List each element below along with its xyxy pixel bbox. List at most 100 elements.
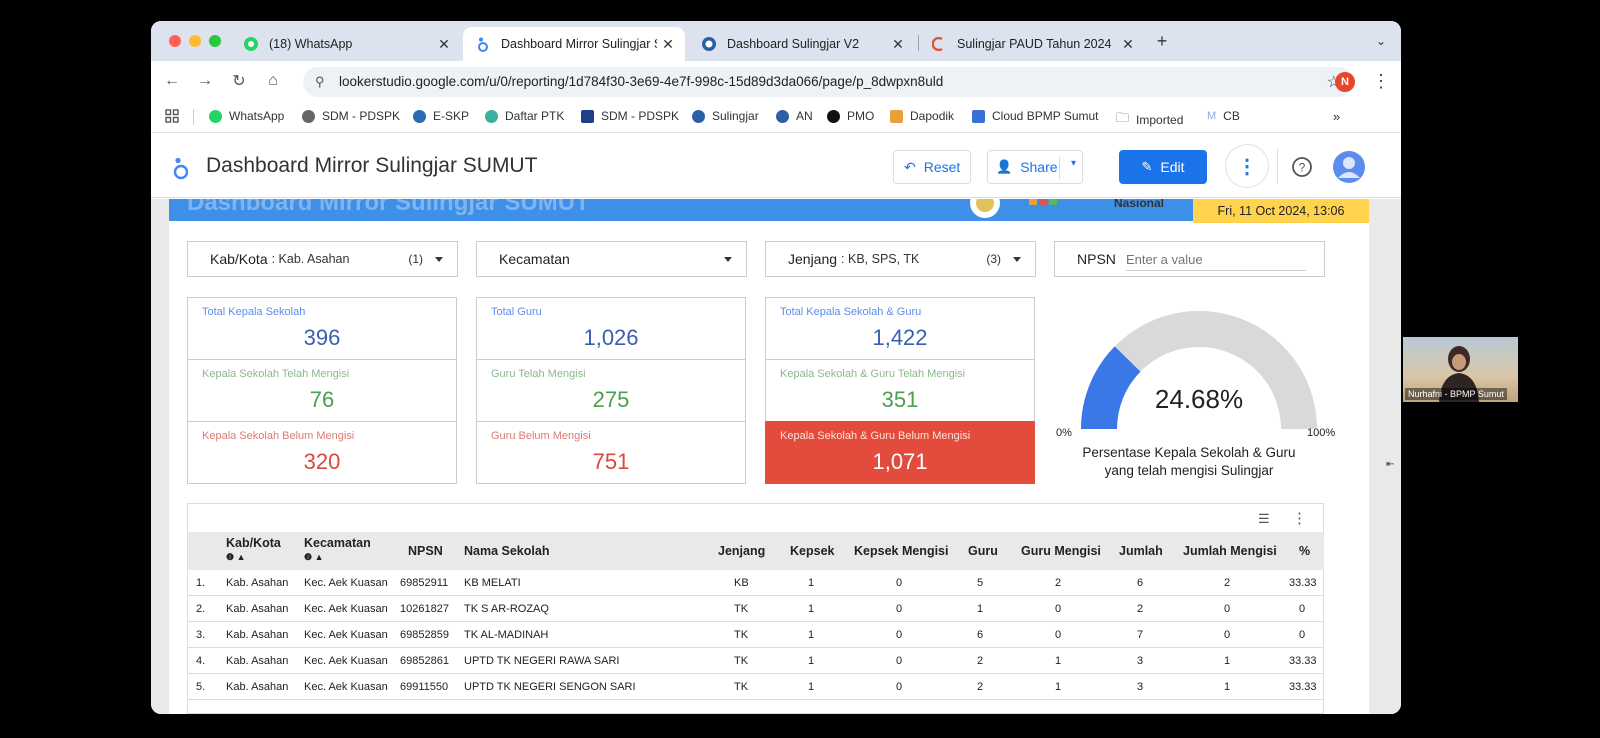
person-silhouette-icon: [1439, 346, 1479, 402]
report-title[interactable]: Dashboard Mirror Sulingjar SUMUT: [206, 154, 538, 177]
help-icon[interactable]: ?: [1291, 156, 1313, 183]
table-more-icon[interactable]: ⋮: [1292, 510, 1307, 527]
col-header-npsn[interactable]: NPSN: [408, 544, 443, 558]
tab-whatsapp[interactable]: (18) WhatsApp ✕: [231, 27, 461, 61]
table-row[interactable]: 4. Kab. Asahan Kec. Aek Kuasan 69852861 …: [188, 648, 1324, 674]
address-bar[interactable]: ⚲ lookerstudio.google.com/u/0/reporting/…: [303, 67, 1353, 97]
bookmark-daftar-ptk[interactable]: Daftar PTK: [485, 109, 564, 123]
bookmark-sdm-pdspk-2[interactable]: SDM - PDSPK: [581, 109, 679, 123]
close-tab-icon[interactable]: ✕: [1122, 35, 1134, 52]
scorecard-all-mengisi: Kepala Sekolah & Guru Telah Mengisi 351: [765, 359, 1035, 422]
col-header-kecamatan[interactable]: Kecamatan: [304, 536, 371, 550]
add-person-icon: 👤: [996, 159, 1013, 174]
bookmark-e-skp[interactable]: E-SKP: [413, 109, 469, 123]
maximize-window-button[interactable]: [209, 35, 221, 47]
col-header-nama-sekolah[interactable]: Nama Sekolah: [464, 544, 550, 558]
looker-studio-logo-icon[interactable]: [173, 156, 189, 185]
reload-icon[interactable]: ↻: [232, 73, 246, 90]
filter-kabkota[interactable]: Kab/Kota : Kab. Asahan (1): [187, 241, 458, 277]
reset-button[interactable]: ↶ Reset: [893, 150, 971, 184]
tab-dashboard-mirror[interactable]: Dashboard Mirror Sulingjar SUMUT ✕: [463, 27, 685, 61]
col-header-jenjang[interactable]: Jenjang: [718, 544, 766, 558]
sort-asc-icon[interactable]: ❷ ▲: [304, 552, 324, 562]
gauge-value: 24.68%: [1154, 384, 1244, 414]
minimize-window-button[interactable]: [189, 35, 201, 47]
undo-icon: ↶: [904, 158, 916, 175]
globe-icon: [776, 109, 789, 123]
whatsapp-icon: [209, 109, 222, 123]
gauge-max-label: 100%: [1307, 427, 1336, 439]
dropdown-caret-icon: [724, 257, 732, 262]
col-header-guru[interactable]: Guru: [968, 544, 998, 558]
table-row[interactable]: 2. Kab. Asahan Kec. Aek Kuasan 10261827 …: [188, 596, 1324, 622]
scorecard-kepsek-belum: Kepala Sekolah Belum Mengisi 320: [187, 421, 457, 484]
bookmark-an[interactable]: AN: [776, 109, 813, 123]
bookmark-sdm-pdspk[interactable]: SDM - PDSPK: [302, 109, 400, 123]
forward-icon[interactable]: →: [197, 72, 213, 89]
col-header-kepsek[interactable]: Kepsek: [790, 544, 835, 558]
site-info-icon[interactable]: ⚲: [315, 74, 325, 89]
col-header-jumlah[interactable]: Jumlah: [1119, 544, 1163, 558]
sort-asc-icon[interactable]: ❶ ▲: [226, 552, 246, 562]
tut-wuri-logo-icon: [969, 199, 1001, 221]
scorecard-all-belum: Kepala Sekolah & Guru Belum Mengisi 1,07…: [765, 421, 1035, 484]
filter-icon[interactable]: ☰: [1258, 511, 1270, 526]
filter-kecamatan[interactable]: Kecamatan: [476, 241, 747, 277]
ptk-icon: [485, 109, 498, 123]
gauge-chart: 24.68% 0% 100% Persentase Kepala Sekolah…: [1049, 299, 1349, 499]
scorecard-kepsek-mengisi: Kepala Sekolah Telah Mengisi 76: [187, 359, 457, 422]
more-bookmarks-icon[interactable]: »: [1333, 109, 1341, 124]
more-options-icon[interactable]: ⋮: [1225, 144, 1269, 188]
col-header-jumlah-mengisi[interactable]: Jumlah Mengisi: [1183, 544, 1277, 558]
table-row[interactable]: 3. Kab. Asahan Kec. Aek Kuasan 69852859 …: [188, 622, 1324, 648]
share-button[interactable]: 👤 Share ▾: [987, 150, 1083, 184]
bookmark-whatsapp[interactable]: WhatsApp: [209, 109, 284, 123]
close-tab-icon[interactable]: ✕: [892, 35, 904, 52]
svg-text:?: ?: [1299, 161, 1306, 175]
scorecard-total-guru: Total Guru 1,026: [476, 297, 746, 360]
tab-strip: (18) WhatsApp ✕ Dashboard Mirror Sulingj…: [151, 21, 1401, 61]
tab-sulingjar-paud[interactable]: Sulingjar PAUD Tahun 2024 ✕: [919, 27, 1145, 61]
new-tab-icon[interactable]: +: [1156, 30, 1168, 51]
browser-menu-icon[interactable]: ⋮: [1372, 70, 1390, 91]
account-avatar-icon[interactable]: [1333, 151, 1365, 188]
scorecard-total-kepsek: Total Kepala Sekolah 396: [187, 297, 457, 360]
scorecard-guru-belum: Guru Belum Mengisi 751: [476, 421, 746, 484]
tab-separator: [918, 35, 919, 51]
share-dropdown-icon[interactable]: ▾: [1070, 158, 1076, 169]
edit-button[interactable]: ✎ Edit: [1119, 150, 1207, 184]
home-icon[interactable]: ⌂: [268, 72, 278, 89]
gauge-caption-line2: yang telah mengisi Sulingjar: [1104, 463, 1274, 478]
globe-icon: [701, 36, 717, 52]
table-header: Kab/Kota ❶ ▲ Kecamatan ❷ ▲ NPSN Nama Sek…: [188, 532, 1324, 570]
col-header-kabkota[interactable]: Kab/Kota: [226, 536, 281, 550]
bookmark-imported[interactable]: 🗀 Imported: [1116, 109, 1183, 131]
table-row[interactable]: 5. Kab. Asahan Kec. Aek Kuasan 69911550 …: [188, 674, 1324, 700]
tab-dashboard-v2[interactable]: Dashboard Sulingjar V2 ✕: [689, 27, 915, 61]
col-header-kepsek-mengisi[interactable]: Kepsek Mengisi: [854, 544, 949, 558]
close-window-button[interactable]: [169, 35, 181, 47]
close-tab-icon[interactable]: ✕: [438, 35, 450, 52]
close-tab-icon[interactable]: ✕: [662, 35, 674, 52]
app-header: Dashboard Mirror Sulingjar SUMUT ↶ Reset…: [151, 134, 1401, 198]
chevron-down-icon[interactable]: ⌄: [1375, 34, 1387, 48]
bookmark-cloud-bpmp[interactable]: Cloud BPMP Sumut: [972, 109, 1099, 123]
apps-grid-icon[interactable]: [165, 109, 179, 123]
profile-avatar[interactable]: N: [1335, 72, 1355, 92]
col-header-percent[interactable]: %: [1299, 544, 1311, 558]
report-date-badge: Fri, 11 Oct 2024, 13:06: [1193, 199, 1369, 223]
col-header-guru-mengisi[interactable]: Guru Mengisi: [1021, 544, 1101, 558]
npsn-input[interactable]: [1126, 249, 1306, 271]
filter-jenjang[interactable]: Jenjang : KB, SPS, TK (3): [765, 241, 1036, 277]
gauge-caption-line1: Persentase Kepala Sekolah & Guru: [1082, 445, 1296, 460]
bookmark-dapodik[interactable]: Dapodik: [890, 109, 954, 123]
bookmark-sulingjar[interactable]: Sulingjar: [692, 109, 759, 123]
bookmark-cb[interactable]: M CB: [1207, 109, 1240, 123]
table-row[interactable]: 1. Kab. Asahan Kec. Aek Kuasan 69852911 …: [188, 570, 1324, 596]
back-icon[interactable]: ←: [164, 72, 180, 89]
cloud-icon: [972, 109, 985, 123]
url-text: lookerstudio.google.com/u/0/reporting/1d…: [339, 74, 944, 89]
pencil-icon: ✎: [1141, 159, 1153, 174]
gauge-fill: [1081, 346, 1141, 430]
bookmark-pmo[interactable]: PMO: [827, 109, 874, 123]
